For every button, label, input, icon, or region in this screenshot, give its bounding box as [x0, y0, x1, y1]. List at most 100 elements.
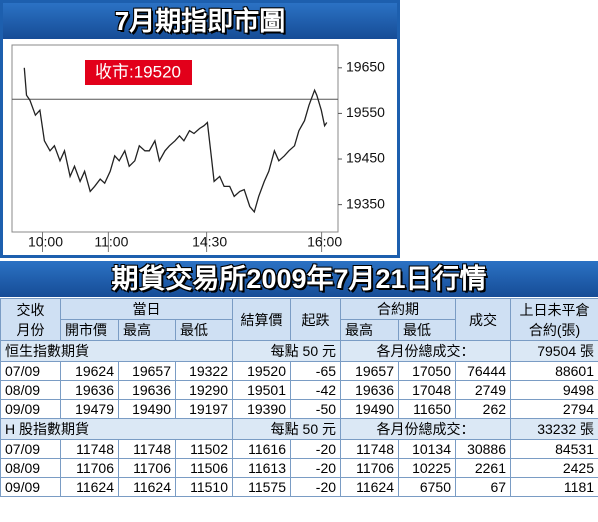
cell: 17050 — [398, 361, 457, 381]
data-row: 09/09 11624 11624 11510 11575 -20 11624 6750 67 1… — [0, 477, 598, 497]
oi-header-line: 上日未平倉 — [519, 301, 590, 318]
cell: 19636 — [118, 380, 176, 400]
cell: 19490 — [118, 399, 176, 419]
cell: 19501 — [232, 380, 292, 400]
chart-title: 7月期指即市圖 — [3, 3, 397, 39]
data-row: 09/09 19479 19490 19197 19390 -50 19490 11650 26… — [0, 399, 598, 419]
cell: 19490 — [340, 399, 400, 419]
per-point: 每點 50 元 — [232, 340, 342, 362]
cell: 84531 — [510, 439, 598, 459]
cell: 17048 — [398, 380, 457, 400]
y-tick-label: 19550 — [346, 104, 385, 120]
x-tick-label: 10:00 — [28, 234, 63, 250]
cell: -42 — [290, 380, 342, 400]
total: 33232 張 — [510, 418, 598, 440]
contract-header: 合約期 — [340, 298, 457, 320]
cell: 09/09 — [0, 477, 61, 497]
cell: 19290 — [174, 380, 234, 400]
cell: 9498 — [510, 380, 598, 400]
cell: 11575 — [232, 477, 292, 497]
total: 79504 張 — [510, 340, 598, 362]
cell: -20 — [290, 477, 342, 497]
header-row: 交收月份 當日 結算價 起跌 合約期 成交 上日未平倉合約(張) — [0, 298, 598, 341]
cell: 19636 — [60, 380, 119, 400]
cell: 6750 — [398, 477, 457, 497]
cell: 2749 — [455, 380, 512, 400]
cell: 19657 — [118, 361, 176, 381]
data-row: 08/09 11706 11706 11506 11613 -20 11706 10225 22… — [0, 458, 598, 478]
cell: 19322 — [174, 361, 234, 381]
oi-header: 上日未平倉合約(張) — [510, 298, 598, 341]
cell: -65 — [290, 361, 342, 381]
cell: 19390 — [232, 399, 292, 419]
month-header: 交收 月份 — [0, 298, 61, 341]
data-row: 07/09 11748 11748 11502 11616 -20 11748 10134 30… — [0, 439, 598, 459]
y-tick-label: 19350 — [346, 195, 385, 211]
cell: 11706 — [118, 458, 176, 478]
quote-table: 交收 月份 當日 結算價 起跌 合約期 成交 上日未平倉 合約(張) 開市價 最高 最低 最高 最低 恒生指… — [0, 298, 598, 497]
low-header: 最低 — [174, 319, 234, 341]
month-header-line: 交收 — [16, 301, 45, 318]
cell: 11624 — [60, 477, 119, 497]
cell: -20 — [290, 439, 342, 459]
cell: 10134 — [398, 439, 457, 459]
annotation-box — [85, 60, 192, 85]
cell: 11748 — [340, 439, 400, 459]
chart: 19650 19550 19450 19350 10:00 11:00 14:30 16:00… — [11, 44, 385, 252]
open-header: 開市價 — [60, 319, 119, 341]
cell: 09/09 — [0, 399, 61, 419]
cell: 76444 — [455, 361, 512, 381]
cell: 1181 — [510, 477, 598, 497]
table-title: 期貨交易所2009年7月21日行情 — [0, 261, 598, 297]
cell: 07/09 — [0, 439, 61, 459]
cell: 2794 — [510, 399, 598, 419]
cell: 2261 — [455, 458, 512, 478]
cell: 19624 — [60, 361, 119, 381]
per-point: 每點 50 元 — [232, 418, 342, 440]
oi-header-line: 合約(張) — [528, 321, 581, 338]
month-header-line: 月份 — [16, 321, 45, 338]
cell: 11502 — [174, 439, 234, 459]
data-row: 08/09 19636 19636 19290 19501 -42 19636 17048 27… — [0, 380, 598, 400]
cell: 19479 — [60, 399, 119, 419]
annotation: 收市:19520 — [95, 62, 181, 81]
cell: 11748 — [60, 439, 119, 459]
c_low-header: 最低 — [398, 319, 457, 341]
cell: 11650 — [398, 399, 457, 419]
cell: 11706 — [340, 458, 400, 478]
x-tick-label: 14:30 — [192, 234, 227, 250]
y-tick-label: 19450 — [346, 150, 385, 166]
cell: 11616 — [232, 439, 292, 459]
cell: -50 — [290, 399, 342, 419]
y-tick-label: 19650 — [346, 59, 385, 75]
cell: 19520 — [232, 361, 292, 381]
settle-header: 結算價 — [232, 298, 292, 341]
cell: 19657 — [340, 361, 400, 381]
section-row: 恒生指數期貨 每點 50 元各月份總成交： 79504 張 — [0, 340, 598, 362]
cell: 11748 — [118, 439, 176, 459]
cell: 262 — [455, 399, 512, 419]
section-name: H 股指數期貨 — [0, 418, 234, 440]
cell: 08/09 — [0, 380, 61, 400]
x-tick-label: 16:00 — [307, 234, 342, 250]
cell: 2425 — [510, 458, 598, 478]
volume-header: 成交 — [455, 298, 512, 341]
cell: 11706 — [60, 458, 119, 478]
cell: -20 — [290, 458, 342, 478]
x-tick-label: 11:00 — [94, 234, 128, 250]
cell: 11613 — [232, 458, 292, 478]
cell: 11506 — [174, 458, 234, 478]
day-header: 當日 — [59, 298, 234, 320]
data-row: 07/09 19624 19657 19322 19520 -65 19657 17050 76… — [0, 361, 598, 381]
cell: 88601 — [510, 361, 598, 381]
c_high-header: 最高 — [340, 319, 400, 341]
high-header: 最高 — [118, 319, 176, 341]
section-name: 恒生指數期貨 — [0, 340, 234, 362]
change-header: 起跌 — [290, 298, 342, 341]
cell: 11624 — [340, 477, 400, 497]
cell: 19197 — [174, 399, 234, 419]
cell: 19636 — [340, 380, 400, 400]
cell: 11624 — [118, 477, 176, 497]
header-row: 開市價 最高 最低 最高 最低 — [1, 319, 598, 341]
